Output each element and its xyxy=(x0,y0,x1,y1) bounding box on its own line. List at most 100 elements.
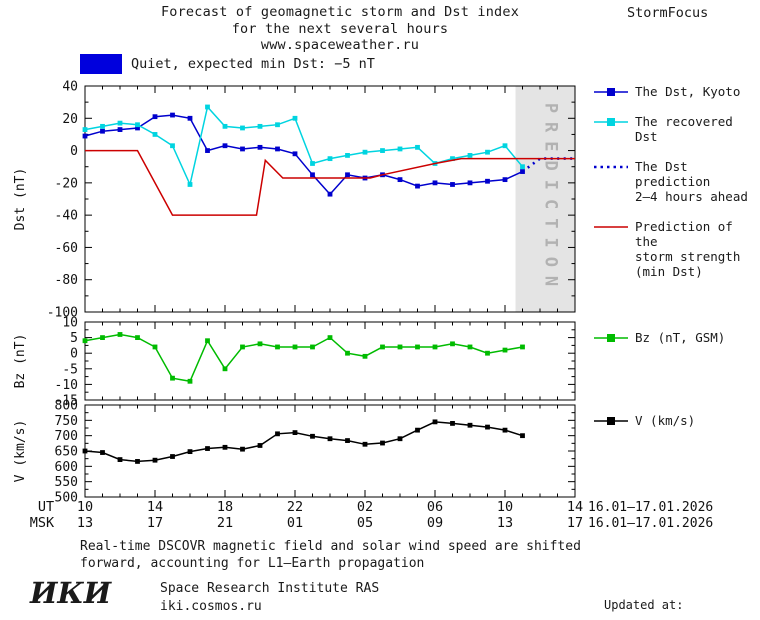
legend-item: The Dst, Kyoto xyxy=(594,84,760,99)
svg-text:5: 5 xyxy=(70,331,78,346)
svg-text:06: 06 xyxy=(427,499,443,515)
svg-text:0: 0 xyxy=(70,347,78,362)
title-line-2: for the next several hours xyxy=(231,20,449,37)
updated-block: Updated at: UT 10:05, 17.01.2026 MSK 13:… xyxy=(604,564,756,620)
svg-text:18: 18 xyxy=(217,499,233,515)
svg-text:10: 10 xyxy=(77,499,93,515)
legend-marker-icon xyxy=(594,165,628,169)
svg-text:-15: -15 xyxy=(55,394,78,409)
legend-item: V (km/s) xyxy=(594,413,760,428)
svg-text:-20: -20 xyxy=(55,176,78,191)
series-line xyxy=(521,157,575,173)
svg-text:21: 21 xyxy=(217,515,233,531)
institute-site: iki.cosmos.ru xyxy=(160,599,262,614)
legend-label: The recovered Dst xyxy=(635,114,733,144)
legend-marker-icon xyxy=(594,118,628,126)
svg-text:-10: -10 xyxy=(55,378,78,393)
svg-text:800: 800 xyxy=(55,399,78,414)
svg-text:0: 0 xyxy=(70,144,78,159)
prediction-zone-label: PREDICTION xyxy=(540,103,560,295)
svg-text:22: 22 xyxy=(287,499,303,515)
svg-text:MSK: MSK xyxy=(30,515,55,531)
page-title: Forecast of geomagnetic storm and Dst in… xyxy=(120,4,560,54)
legend-item: The recovered Dst xyxy=(594,114,760,144)
svg-text:700: 700 xyxy=(55,429,78,444)
footnote-line-1: Real-time DSCOVR magnetic field and sola… xyxy=(80,539,581,554)
series-line xyxy=(84,105,524,187)
svg-text:20: 20 xyxy=(62,112,78,127)
legend-label: Prediction of the storm strength (min Dst) xyxy=(635,219,741,279)
status-color-swatch xyxy=(80,54,122,74)
svg-text:16.01–17.01.2026: 16.01–17.01.2026 xyxy=(588,500,713,515)
status-banner: Quiet, expected min Dst: −5 nT xyxy=(80,54,375,74)
institute-block: Space Research Institute RAS iki.cosmos.… xyxy=(160,580,379,616)
legend-label: Bz (nT, GSM) xyxy=(635,330,726,345)
dst-ticks: 40 20 0 -20 -40 -60 -80 -100 xyxy=(47,80,576,321)
series-line xyxy=(85,149,575,216)
title-line-1: Forecast of geomagnetic storm and Dst in… xyxy=(160,4,520,20)
dst-frame xyxy=(84,85,576,313)
brand-stormfocus: StormFocus xyxy=(627,5,709,21)
svg-text:01: 01 xyxy=(287,515,303,531)
legend-marker-icon xyxy=(594,417,628,425)
legend-item: Bz (nT, GSM) xyxy=(594,330,760,345)
x-axis-labels: UTMSK1013141718212201020506091013141716.… xyxy=(30,499,713,531)
legend-marker-icon xyxy=(594,226,628,228)
svg-text:-60: -60 xyxy=(55,241,78,256)
legend-item: The Dst prediction 2–4 hours ahead xyxy=(594,159,760,204)
svg-text:UT: UT xyxy=(38,499,54,515)
svg-text:16.01–17.01.2026: 16.01–17.01.2026 xyxy=(588,516,713,531)
svg-text:-40: -40 xyxy=(55,209,78,224)
updated-label: Updated at: xyxy=(604,598,684,612)
v-frame xyxy=(84,404,576,498)
svg-text:40: 40 xyxy=(62,80,78,95)
legend-marker-icon xyxy=(594,334,628,342)
svg-text:02: 02 xyxy=(357,499,373,515)
svg-text:550: 550 xyxy=(55,475,78,490)
dst-ylabel: Dst (nT) xyxy=(13,168,28,231)
bz-frame xyxy=(84,321,576,401)
prediction-zone xyxy=(515,86,575,312)
svg-text:-80: -80 xyxy=(55,273,78,288)
svg-text:650: 650 xyxy=(55,445,78,460)
svg-text:17: 17 xyxy=(147,515,163,531)
legend-label: V (km/s) xyxy=(635,413,696,428)
iki-logo: ИКИ xyxy=(30,576,112,610)
footnote: Real-time DSCOVR magnetic field and sola… xyxy=(80,538,581,572)
legend-main: The Dst, Kyoto The recovered Dst The Dst p… xyxy=(594,84,760,294)
series-line xyxy=(84,333,523,383)
svg-text:13: 13 xyxy=(497,515,513,531)
svg-text:10: 10 xyxy=(62,316,78,331)
svg-text:600: 600 xyxy=(55,460,78,475)
dst-plot: PREDICTION 40 20 0 -20 -40 -60 -80 -100 Dst (nT) xyxy=(13,80,576,321)
svg-text:13: 13 xyxy=(77,515,93,531)
legend-label: The Dst, Kyoto xyxy=(635,84,741,99)
legend-marker-icon xyxy=(594,88,628,96)
series-line xyxy=(84,421,523,463)
svg-text:14: 14 xyxy=(147,499,163,515)
svg-text:09: 09 xyxy=(427,515,443,531)
svg-text:10: 10 xyxy=(497,499,513,515)
svg-text:750: 750 xyxy=(55,414,78,429)
title-url: www.spaceweather.ru xyxy=(260,37,420,53)
series-line xyxy=(84,114,523,196)
legend-label: The Dst prediction 2–4 hours ahead xyxy=(635,159,748,204)
legend-bz: Bz (nT, GSM) xyxy=(594,330,760,360)
bz-ylabel: Bz (nT) xyxy=(13,334,28,389)
institute-name: Space Research Institute RAS xyxy=(160,581,380,596)
footnote-line-2: forward, accounting for L1–Earth propaga… xyxy=(80,556,425,571)
status-label: Quiet, expected min Dst: −5 nT xyxy=(131,56,375,72)
svg-text:-5: -5 xyxy=(62,362,78,377)
svg-text:17: 17 xyxy=(567,515,583,531)
svg-text:05: 05 xyxy=(357,515,373,531)
v-ylabel: V (km/s) xyxy=(13,420,28,483)
svg-text:14: 14 xyxy=(567,499,583,515)
legend-item: Prediction of the storm strength (min Dst) xyxy=(594,219,760,279)
svg-text:-100: -100 xyxy=(47,306,78,321)
